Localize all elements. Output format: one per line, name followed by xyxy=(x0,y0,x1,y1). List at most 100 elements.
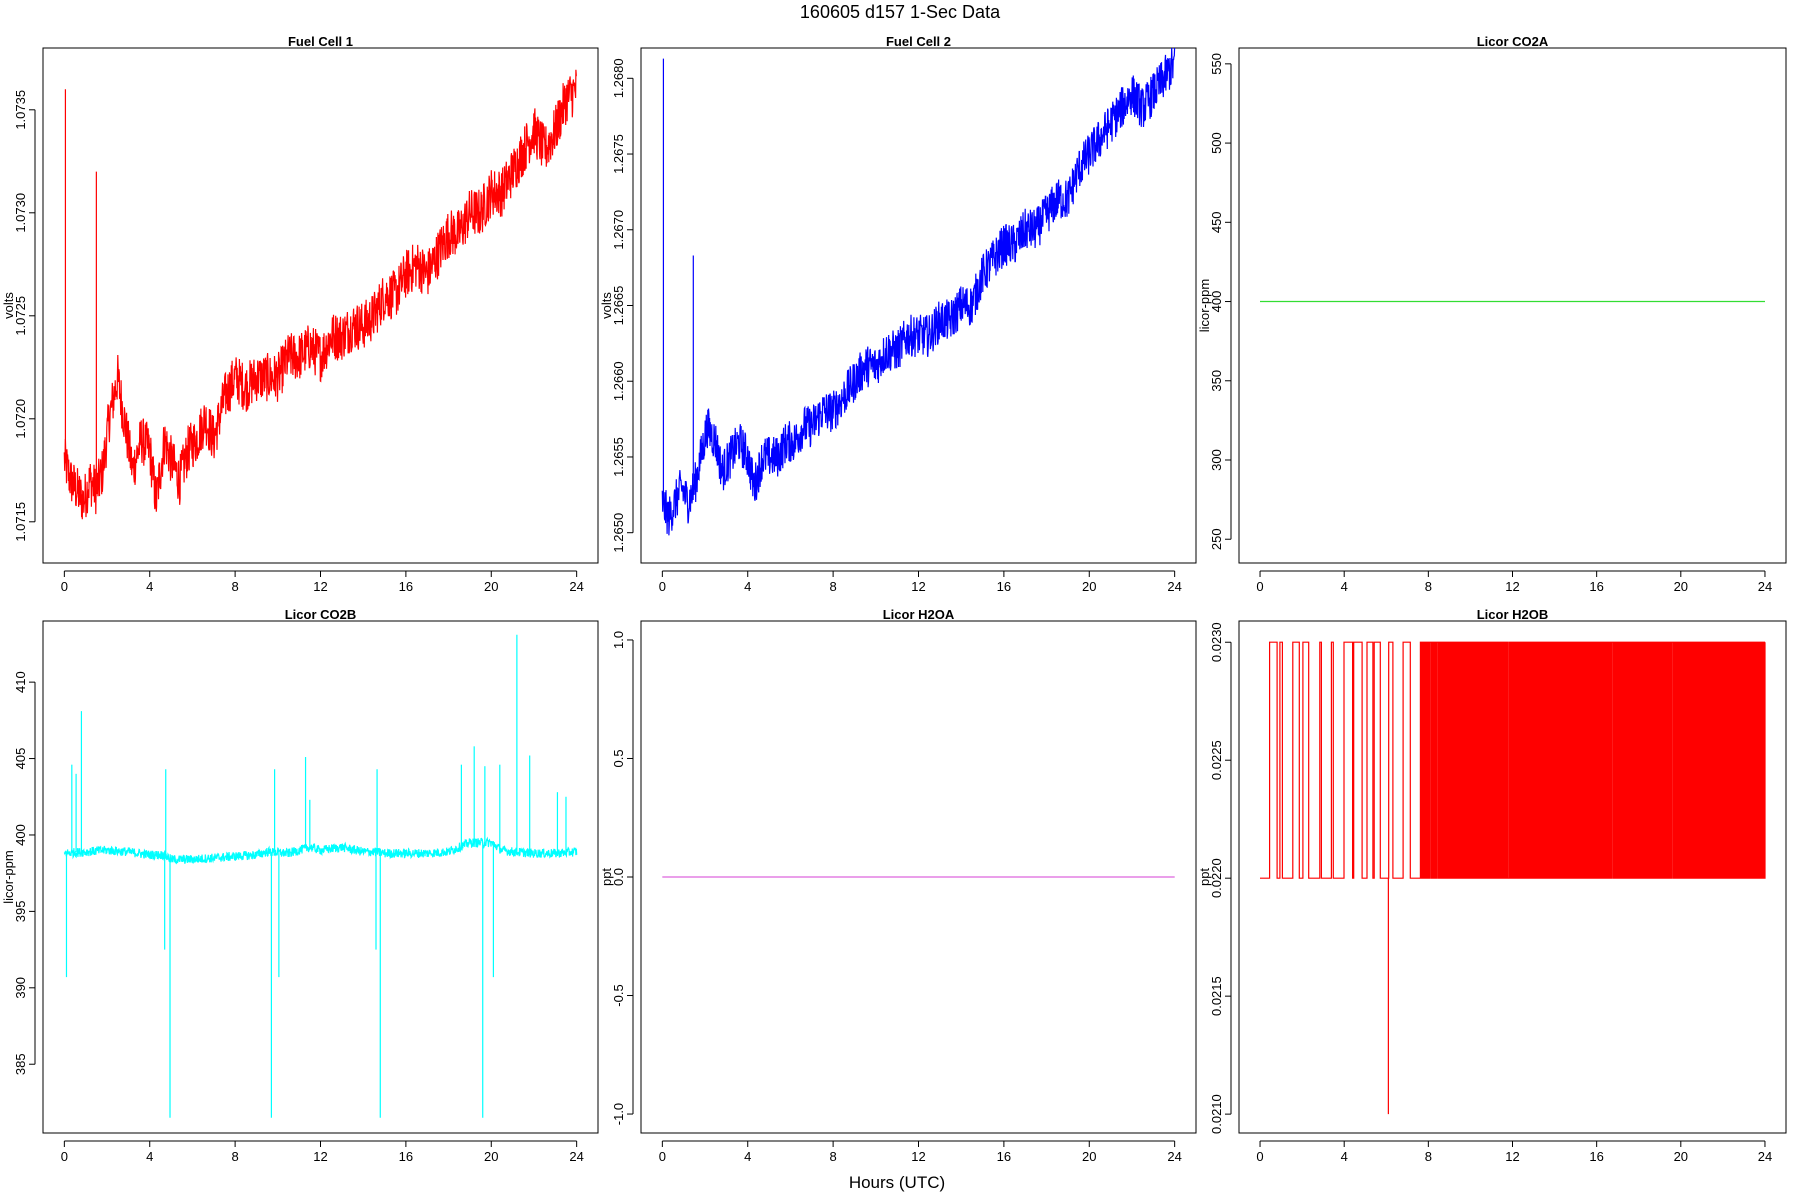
x-tick-label: 20 xyxy=(484,579,498,594)
y-axis-label: volts xyxy=(599,292,614,319)
y-tick-label: 1.2675 xyxy=(611,134,626,174)
x-tick-label: 16 xyxy=(1589,579,1603,594)
y-tick-label: 1.0735 xyxy=(13,90,28,130)
y-tick-label: 1.0725 xyxy=(13,296,28,336)
x-tick-label: 12 xyxy=(313,1149,327,1164)
x-tick-label: 8 xyxy=(231,579,238,594)
y-tick-label: 400 xyxy=(1209,291,1224,313)
x-tick-label: 24 xyxy=(569,579,583,594)
x-tick-label: 24 xyxy=(1758,1149,1772,1164)
y-tick-label: 0.0215 xyxy=(1209,976,1224,1016)
y-tick-label: 385 xyxy=(13,1053,28,1075)
plot-frame xyxy=(1238,47,1787,564)
figure-title: 160605 d157 1-Sec Data xyxy=(800,2,1001,22)
y-tick-label: 410 xyxy=(13,671,28,693)
panel-title: Fuel Cell 1 xyxy=(288,34,353,49)
series-line xyxy=(63,836,578,865)
x-tick-label: 12 xyxy=(911,1149,925,1164)
x-tick-label: 24 xyxy=(569,1149,583,1164)
y-tick-label: 1.0 xyxy=(611,631,626,649)
x-tick-label: 16 xyxy=(399,1149,413,1164)
y-tick-label: -0.5 xyxy=(611,984,626,1006)
x-tick-label: 0 xyxy=(61,1149,68,1164)
x-tick-label: 8 xyxy=(829,1149,836,1164)
y-tick-label: 1.2665 xyxy=(611,286,626,326)
x-tick-label: 0 xyxy=(659,1149,666,1164)
panel-co2b: Licor CO2B 0 4 8 12 16 20 24 385 390 395 400 405 410 l… xyxy=(1,607,599,1164)
y-tick-label: 400 xyxy=(13,824,28,846)
x-tick-label: 16 xyxy=(1589,1149,1603,1164)
x-tick-label: 4 xyxy=(146,579,153,594)
panel-h2ob: Licor H2OB 0 4 8 12 16 20 24 0.0210 0.0215 0.0220 0… xyxy=(1197,607,1787,1164)
x-tick-label: 0 xyxy=(1256,579,1263,594)
series-line xyxy=(661,48,1176,536)
panel-title: Licor CO2B xyxy=(285,607,357,622)
x-tick-label: 12 xyxy=(1505,1149,1519,1164)
x-tick-label: 20 xyxy=(1674,1149,1688,1164)
y-tick-label: 1.0715 xyxy=(13,502,28,542)
x-tick-label: 12 xyxy=(911,579,925,594)
y-tick-label: 1.2680 xyxy=(611,58,626,98)
x-tick-label: 20 xyxy=(1674,579,1688,594)
x-tick-label: 16 xyxy=(997,1149,1011,1164)
plot-frame xyxy=(42,620,599,1134)
x-tick-label: 20 xyxy=(1082,579,1096,594)
x-tick-label: 24 xyxy=(1167,579,1181,594)
x-tick-label: 4 xyxy=(744,579,751,594)
y-tick-label: 350 xyxy=(1209,370,1224,392)
y-axis-label: licor-ppm xyxy=(1197,279,1212,332)
x-tick-label: 16 xyxy=(997,579,1011,594)
x-tick-label: 0 xyxy=(1256,1149,1263,1164)
plot-frame xyxy=(640,620,1197,1134)
y-tick-label: 0.0225 xyxy=(1209,740,1224,780)
panel-fc1: Fuel Cell 1 0 4 8 12 16 20 24 1.0715 1.0720 1.0725… xyxy=(1,34,599,594)
y-tick-label: 395 xyxy=(13,901,28,923)
y-tick-label: 1.2650 xyxy=(611,513,626,553)
y-axis-label: licor-ppm xyxy=(1,850,16,903)
y-tick-label: 250 xyxy=(1209,528,1224,550)
y-tick-label: 1.2660 xyxy=(611,361,626,401)
x-tick-label: 4 xyxy=(1341,1149,1348,1164)
x-tick-label: 0 xyxy=(659,579,666,594)
y-tick-label: 0.0210 xyxy=(1209,1094,1224,1134)
y-tick-label: 1.2655 xyxy=(611,437,626,477)
panel-fc2: Fuel Cell 2 0 4 8 12 16 20 24 1.2650 1.2655 1.2660… xyxy=(599,34,1197,594)
plot-frame xyxy=(640,47,1197,564)
y-tick-label: 0.0230 xyxy=(1209,622,1224,662)
x-tick-label: 12 xyxy=(1505,579,1519,594)
series-line xyxy=(63,69,577,520)
y-tick-label: 550 xyxy=(1209,53,1224,75)
y-tick-label: 450 xyxy=(1209,211,1224,233)
panel-title: Licor CO2A xyxy=(1477,34,1549,49)
x-tick-label: 8 xyxy=(1425,1149,1432,1164)
x-tick-label: 20 xyxy=(1082,1149,1096,1164)
y-tick-label: 1.0730 xyxy=(13,193,28,233)
y-tick-label: 0.5 xyxy=(611,749,626,767)
panel-co2a: Licor CO2A 0 4 8 12 16 20 24 250 300 350 400 450 500 5… xyxy=(1197,34,1787,594)
series-fc1 xyxy=(63,69,577,520)
y-tick-label: 390 xyxy=(13,977,28,999)
panel-title: Licor H2OB xyxy=(1477,607,1549,622)
plot-frame xyxy=(42,47,599,564)
x-tick-label: 20 xyxy=(484,1149,498,1164)
series-fc2 xyxy=(661,48,1176,536)
panel-h2oa: Licor H2OA 0 4 8 12 16 20 24 -1.0 -0.5 0.0 0.5 1.0 pp… xyxy=(599,607,1197,1164)
series-h2ob xyxy=(1260,641,1766,1115)
x-tick-label: 4 xyxy=(744,1149,751,1164)
y-axis-label: ppt xyxy=(1197,868,1212,886)
y-tick-label: 405 xyxy=(13,748,28,770)
y-tick-label: 500 xyxy=(1209,132,1224,154)
x-tick-label: 4 xyxy=(1341,579,1348,594)
y-tick-label: 1.2670 xyxy=(611,210,626,250)
y-tick-label: -1.0 xyxy=(611,1103,626,1125)
series-co2b xyxy=(63,634,578,1118)
y-tick-label: 1.0720 xyxy=(13,399,28,439)
x-tick-label: 8 xyxy=(231,1149,238,1164)
y-tick-label: 0.0220 xyxy=(1209,858,1224,898)
plot-frame xyxy=(1238,620,1787,1134)
x-tick-label: 16 xyxy=(399,579,413,594)
y-tick-label: 0.0 xyxy=(611,868,626,886)
x-tick-label: 8 xyxy=(829,579,836,594)
